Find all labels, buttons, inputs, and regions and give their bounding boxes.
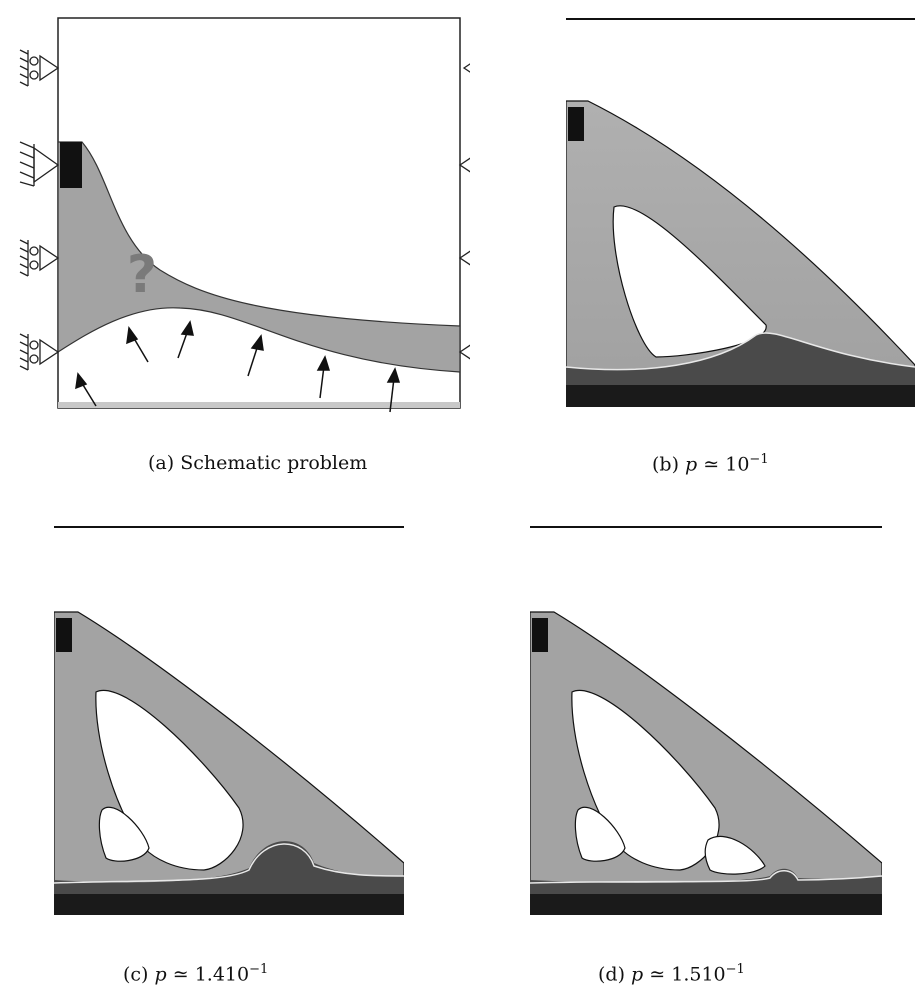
roller-support-icon: [19, 239, 60, 277]
panel-d-optimized-design: [530, 608, 882, 915]
panel-c-top-rule: [54, 526, 404, 528]
question-mark: ?: [127, 245, 157, 305]
arrow-icon: [177, 320, 194, 359]
dark-base: [566, 385, 915, 407]
caption-c-label: (c): [123, 963, 149, 986]
caption-d-exp: −1: [725, 962, 745, 977]
roller-support-icon: [458, 250, 470, 266]
caption-d-mantissa: 1.5: [671, 963, 702, 986]
caption-c-exp: −1: [249, 962, 269, 977]
caption-b-base: 10: [725, 453, 750, 476]
panel-d-top-rule: [530, 526, 882, 528]
panel-a-schematic: ?: [19, 17, 470, 413]
void-region: [612, 205, 767, 358]
arrow-icon: [386, 367, 401, 413]
caption-a-label: (a): [148, 452, 175, 474]
support-block: [532, 618, 548, 652]
roller-support-icon: [19, 333, 60, 371]
caption-d-label: (d): [598, 963, 625, 986]
caption-d-base: 10: [701, 963, 726, 986]
support-block: [56, 618, 72, 652]
interface-line: [54, 843, 404, 884]
caption-b-rel: ≃: [703, 453, 720, 476]
roller-support-icon: [458, 157, 470, 173]
interface-line: [530, 870, 882, 884]
panel-b-optimized-design: [566, 95, 915, 407]
support-block: [60, 142, 82, 188]
dark-base: [530, 894, 882, 915]
right-supports: [458, 63, 470, 360]
caption-b-label: (b): [652, 453, 679, 476]
left-supports: [19, 49, 60, 371]
arrow-icon: [247, 334, 264, 377]
material-region: [57, 141, 461, 373]
panel-c-optimized-design: [54, 608, 404, 915]
caption-b-exp: −1: [749, 452, 769, 467]
caption-c-mantissa: 1.4: [194, 963, 225, 986]
caption-b-var: p: [685, 453, 698, 476]
caption-b: (b) p ≃ 10−1: [652, 452, 769, 475]
caption-c: (c) p ≃ 1.410−1: [123, 962, 268, 985]
caption-d-rel: ≃: [649, 963, 666, 986]
caption-c-rel: ≃: [172, 963, 189, 986]
caption-a-text: Schematic problem: [180, 452, 368, 474]
arrow-icon: [316, 355, 331, 399]
roller-support-icon: [462, 63, 470, 73]
panel-b-top-rule: [566, 18, 915, 20]
dark-base: [54, 894, 404, 915]
arrow-icon: [75, 372, 97, 407]
caption-c-base: 10: [224, 963, 250, 986]
support-block: [568, 107, 584, 141]
bottom-boundary-strip: [58, 402, 460, 408]
arrow-icon: [126, 326, 149, 363]
caption-d-var: p: [631, 963, 644, 986]
load-arrows: [75, 320, 401, 413]
void-region: [98, 806, 150, 862]
caption-c-var: p: [154, 963, 167, 986]
caption-d: (d) p ≃ 1.510−1: [598, 962, 745, 985]
void-region: [574, 806, 626, 862]
caption-a: (a) Schematic problem: [148, 452, 367, 474]
roller-support-icon: [458, 344, 470, 360]
pin-support-icon: [19, 141, 60, 187]
roller-support-icon: [19, 49, 60, 87]
interface-line: [566, 332, 915, 371]
void-region: [704, 835, 766, 875]
